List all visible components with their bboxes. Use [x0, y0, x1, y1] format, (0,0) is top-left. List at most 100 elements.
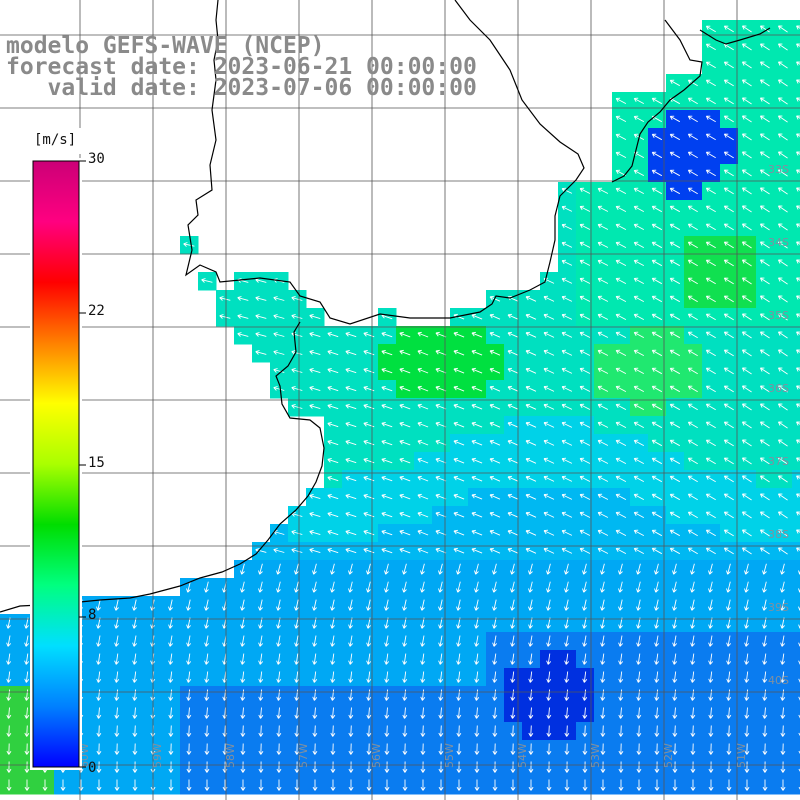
wind-arrow — [597, 493, 609, 500]
wind-arrow — [291, 367, 303, 373]
wind-arrow — [309, 367, 321, 374]
wind-arrow — [561, 295, 573, 302]
wind-arrow — [741, 43, 752, 51]
wind-arrow — [327, 385, 339, 392]
wind-cell — [792, 362, 800, 381]
wind-arrow — [276, 689, 282, 701]
wind-arrow — [723, 403, 734, 411]
wind-arrow — [762, 671, 768, 683]
wind-arrow — [651, 367, 663, 375]
wind-arrow — [672, 761, 678, 773]
wind-arrow — [381, 547, 393, 554]
wind-arrow — [618, 653, 624, 665]
wind-arrow — [474, 617, 479, 629]
wind-cell — [792, 254, 800, 273]
wind-arrow — [690, 743, 696, 755]
wind-arrow — [384, 581, 389, 593]
lon-label: 53W — [589, 743, 602, 768]
wind-arrow — [669, 169, 681, 177]
wind-arrow — [435, 439, 447, 446]
wind-arrow — [258, 689, 264, 701]
wind-arrow — [546, 779, 552, 791]
wind-arrow — [471, 421, 483, 428]
wind-arrow — [489, 421, 501, 428]
wind-arrow — [579, 259, 591, 266]
wind-arrow — [633, 529, 645, 536]
wind-arrow — [399, 367, 411, 374]
wind-arrow — [723, 97, 734, 105]
wind-arrow — [651, 205, 663, 213]
wind-cell — [792, 434, 800, 453]
wind-arrow — [582, 599, 587, 611]
wind-arrow — [762, 707, 768, 719]
wind-arrow — [456, 761, 462, 773]
wind-arrow — [327, 349, 339, 356]
wind-arrow — [435, 493, 447, 500]
wind-arrow — [489, 331, 501, 338]
wind-arrow — [687, 511, 698, 519]
wind-arrow — [759, 547, 770, 555]
wind-arrow — [204, 599, 209, 611]
wind-arrow — [366, 635, 372, 647]
wind-arrow — [471, 475, 483, 482]
wind-arrow — [381, 511, 393, 518]
wind-arrow — [330, 617, 335, 629]
wind-arrow — [402, 635, 408, 647]
wind-arrow — [654, 653, 660, 665]
wind-arrow — [561, 403, 573, 410]
wind-arrow — [438, 761, 444, 773]
wind-arrow — [633, 367, 645, 374]
wind-arrow — [687, 331, 698, 339]
wind-arrow — [615, 349, 627, 356]
wind-arrow — [780, 725, 786, 737]
wind-arrow — [690, 635, 696, 647]
wind-arrow — [489, 349, 501, 356]
wind-arrow — [618, 617, 623, 629]
colorbar-tick-8: 8 — [88, 607, 97, 623]
lat-label: 36S — [768, 382, 789, 395]
wind-arrow — [615, 511, 627, 518]
wind-arrow — [96, 617, 101, 629]
wind-arrow — [507, 367, 519, 374]
wind-arrow — [276, 617, 281, 629]
wind-arrow — [489, 313, 501, 320]
wind-arrow — [507, 547, 519, 554]
wind-arrow — [744, 779, 750, 791]
wind-arrow — [669, 151, 681, 159]
wind-arrow — [561, 511, 573, 518]
wind-arrow — [741, 547, 752, 555]
wind-arrow — [240, 743, 246, 755]
wind-arrow — [453, 421, 465, 428]
wind-arrow — [456, 707, 462, 719]
wind-arrow — [474, 671, 480, 683]
wind-arrow — [777, 259, 788, 267]
wind-arrow — [543, 403, 555, 410]
wind-arrow — [6, 725, 12, 737]
wind-arrow — [597, 511, 609, 518]
wind-arrow — [690, 581, 695, 593]
wind-arrow — [759, 79, 770, 87]
wind-arrow — [564, 635, 570, 647]
wind-arrow — [24, 671, 30, 683]
wind-arrow — [741, 79, 752, 87]
wind-arrow — [654, 689, 660, 701]
wind-arrow — [417, 385, 429, 392]
wind-arrow — [759, 403, 770, 411]
wind-arrow — [345, 547, 357, 554]
wind-arrow — [240, 563, 245, 575]
wind-arrow — [399, 529, 411, 536]
wind-arrow — [615, 151, 627, 158]
wind-arrow — [438, 599, 443, 611]
wind-arrow — [744, 707, 750, 719]
wind-arrow — [345, 331, 357, 338]
wind-arrow — [777, 25, 788, 33]
wind-arrow — [507, 475, 519, 482]
wind-arrow — [255, 314, 267, 319]
wind-arrow — [327, 331, 339, 338]
wind-arrow — [435, 403, 447, 410]
wind-arrow — [633, 97, 645, 104]
wind-arrow — [636, 671, 642, 683]
wind-arrow — [186, 581, 191, 593]
wind-arrow — [651, 529, 663, 537]
wind-arrow — [690, 653, 696, 665]
